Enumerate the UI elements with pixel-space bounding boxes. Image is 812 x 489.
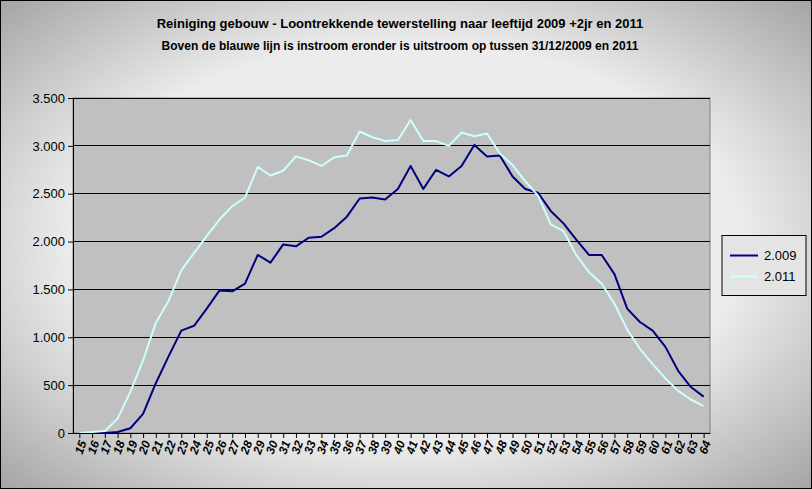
y-tick: 1.000 — [32, 330, 73, 345]
y-tick-label: 3.500 — [32, 91, 65, 106]
x-tick-mark — [181, 433, 182, 438]
x-tick-mark — [79, 433, 80, 438]
x-tick-mark — [334, 433, 335, 438]
x-axis: 1516171819202122232425262728293031323334… — [72, 433, 714, 457]
y-tick-label: 3.000 — [32, 139, 65, 154]
x-tick-mark — [258, 433, 259, 438]
legend-label: 2.009 — [764, 248, 797, 263]
y-axis-line — [73, 99, 74, 434]
y-tick-mark — [68, 385, 73, 386]
x-tick-mark — [347, 433, 348, 438]
legend-swatch — [730, 255, 758, 257]
x-tick-mark — [627, 433, 628, 438]
x-tick-mark — [449, 433, 450, 438]
x-tick-mark — [500, 433, 501, 438]
legend: 2.009 2.011 — [722, 236, 806, 296]
x-tick-mark — [385, 433, 386, 438]
x-tick-mark — [614, 433, 615, 438]
x-tick-mark — [232, 433, 233, 438]
x-tick-mark — [678, 433, 679, 438]
x-tick-mark — [602, 433, 603, 438]
x-tick-mark — [309, 433, 310, 438]
y-tick-mark — [68, 146, 73, 147]
x-tick-label: 64 — [696, 438, 714, 456]
x-tick-mark — [156, 433, 157, 438]
x-tick-mark — [296, 433, 297, 438]
grid-line — [73, 145, 710, 146]
x-tick-mark — [551, 433, 552, 438]
y-tick-mark — [68, 242, 73, 243]
x-tick-mark — [220, 433, 221, 438]
x-tick-mark — [462, 433, 463, 438]
y-tick: 1.500 — [32, 282, 73, 297]
x-tick-mark — [130, 433, 131, 438]
x-tick-mark — [118, 433, 119, 438]
y-tick: 3.000 — [32, 139, 73, 154]
x-tick-mark — [207, 433, 208, 438]
subtitle: Boven de blauwe lijn is instroom eronder… — [162, 39, 639, 53]
y-tick-mark — [68, 194, 73, 195]
y-axis: 0 500 1.000 1.500 2.000 2.500 3.000 3.500 — [32, 91, 73, 441]
x-tick-mark — [105, 433, 106, 438]
y-tick: 500 — [43, 378, 73, 393]
y-tick-label: 1.000 — [32, 330, 65, 345]
x-tick-mark — [360, 433, 361, 438]
background — [1, 1, 812, 489]
chart: Reiniging gebouw - Loontrekkende tewerst… — [0, 0, 812, 489]
grid-line — [73, 337, 710, 338]
x-tick-mark — [411, 433, 412, 438]
y-tick-label: 2.000 — [32, 234, 65, 249]
grid-line — [73, 289, 710, 290]
x-tick-mark — [525, 433, 526, 438]
y-tick-label: 1.500 — [32, 282, 65, 297]
plot-area — [73, 98, 710, 433]
x-tick-mark — [436, 433, 437, 438]
x-tick-mark — [576, 433, 577, 438]
series-line — [79, 120, 703, 433]
grid-line — [73, 241, 710, 242]
x-tick-mark — [372, 433, 373, 438]
series-group — [79, 120, 703, 433]
x-tick-mark — [563, 433, 564, 438]
legend-swatch — [730, 276, 758, 278]
x-tick-mark — [589, 433, 590, 438]
x-tick-mark — [398, 433, 399, 438]
y-tick-label: 500 — [43, 378, 65, 393]
x-tick-mark — [513, 433, 514, 438]
x-tick-mark — [487, 433, 488, 438]
y-tick: 0 — [58, 426, 73, 441]
grid-line — [73, 98, 710, 99]
y-tick-label: 0 — [58, 426, 65, 441]
x-tick-mark — [194, 433, 195, 438]
grid-line — [73, 385, 710, 386]
x-tick-mark — [245, 433, 246, 438]
y-tick-mark — [68, 98, 73, 99]
y-tick: 2.000 — [32, 234, 73, 249]
x-tick-mark — [653, 433, 654, 438]
y-tick-mark — [68, 433, 73, 434]
y-tick-label: 2.500 — [32, 186, 65, 201]
x-tick-mark — [143, 433, 144, 438]
title: Reiniging gebouw - Loontrekkende tewerst… — [157, 16, 644, 31]
y-tick: 3.500 — [32, 91, 73, 106]
x-tick-mark — [474, 433, 475, 438]
grid — [73, 98, 710, 433]
x-tick-mark — [538, 433, 539, 438]
x-tick-mark — [665, 433, 666, 438]
legend-label: 2.011 — [764, 269, 796, 284]
x-tick-mark — [423, 433, 424, 438]
x-tick-mark — [704, 433, 705, 438]
y-tick-mark — [68, 337, 73, 338]
x-tick-mark — [283, 433, 284, 438]
x-tick-mark — [321, 433, 322, 438]
x-tick-mark — [92, 433, 93, 438]
x-tick-mark — [691, 433, 692, 438]
x-tick-mark — [270, 433, 271, 438]
x-tick-mark — [640, 433, 641, 438]
x-tick: 64 — [696, 433, 714, 456]
y-tick-mark — [68, 289, 73, 290]
y-tick: 2.500 — [32, 186, 73, 201]
legend-box — [722, 236, 806, 296]
x-tick-mark — [169, 433, 170, 438]
